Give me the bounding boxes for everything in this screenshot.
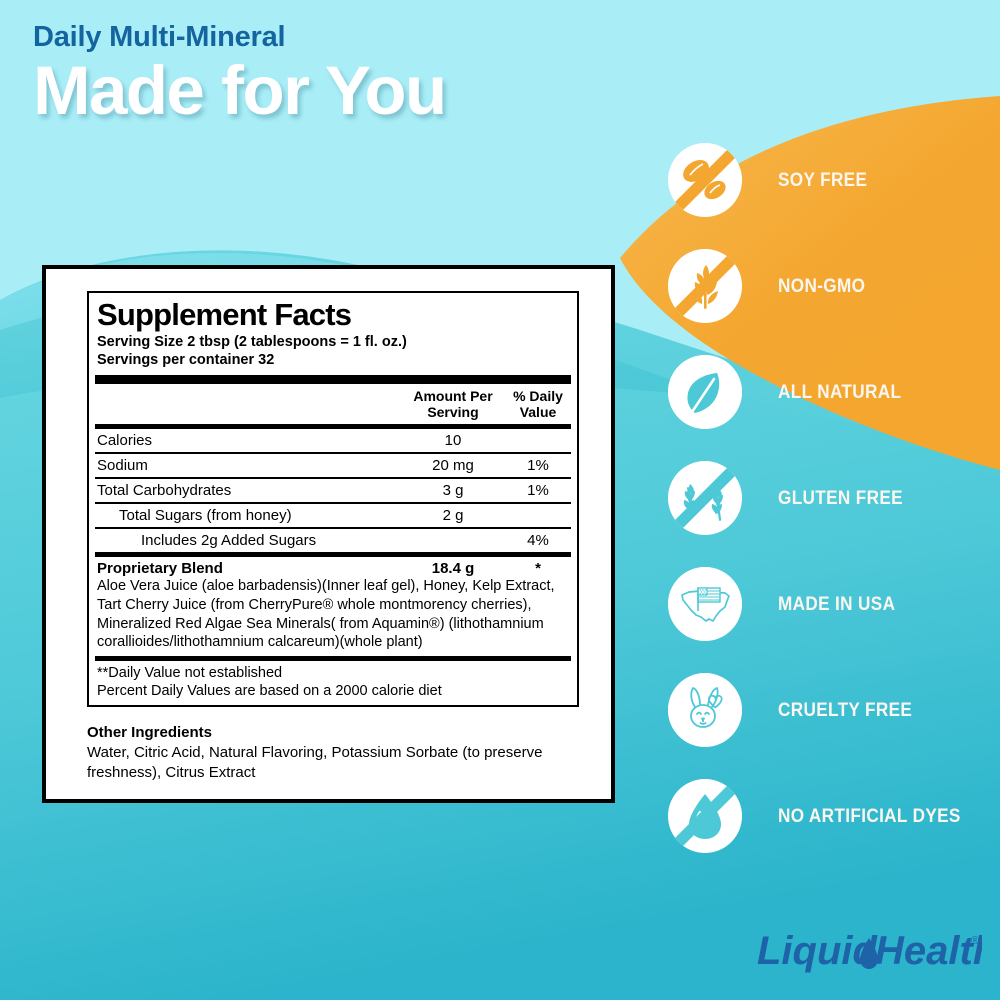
supplement-facts-panel: Supplement Facts Serving Size 2 tbsp (2 … [42,265,615,803]
table-row: Total Sugars (from honey) 2 g [119,507,464,525]
badge-label: CRUELTY FREE [778,698,913,721]
badge-gluten-free: GLUTEN FREE [668,461,986,535]
logo-droplet-icon [860,938,878,969]
badge-label: SOY FREE [778,168,868,191]
badge-soy-free: SOY FREE [668,143,986,217]
table-row: Calories 10 [97,432,462,450]
column-header-daily-value: % Daily Value [513,388,563,421]
proprietary-blend-row: Proprietary Blend 18.4 g * [97,560,541,578]
divider-thin [95,527,571,530]
badge-made-in-usa: MADE IN USA [668,567,986,641]
headline-block: Daily Multi-Mineral Made for You [33,21,447,129]
brand-logo: Liquid Health ® [757,922,982,982]
water-drop-crossed-icon [668,779,742,853]
footnote-calorie-diet: Percent Daily Values are based on a 2000… [97,683,442,700]
badge-icon-circle [668,355,742,429]
divider-thin [95,477,571,480]
table-header-row: Amount Per Serving % Daily Value [89,384,577,424]
badge-all-natural: ALL NATURAL [668,355,986,429]
logo-trademark: ® [971,935,979,947]
badge-icon-circle [668,143,742,217]
table-row: Includes 2g Added Sugars 4% [141,532,549,550]
bunny-heart-icon [668,673,742,747]
divider-medium [95,552,571,558]
wheat-crossed-icon [668,461,742,535]
badge-icon-circle [668,249,742,323]
logo-word-liquid: Liquid [757,929,879,973]
proprietary-blend-ingredients: Aloe Vera Juice (aloe barbadensis)(Inner… [97,578,555,651]
wheat-stalk-crossed-icon [668,249,742,323]
table-row: Total Carbohydrates 3 g 1% [97,482,549,500]
divider-thick [95,375,571,385]
divider-medium [95,424,571,430]
badge-non-gmo: NON-GMO [668,249,986,323]
other-ingredients-heading: Other Ingredients [87,724,213,741]
divider-medium [95,655,571,661]
supplement-facts-title: Supplement Facts [97,297,352,332]
serving-size-text: Serving Size 2 tbsp (2 tablespoons = 1 f… [97,333,407,350]
table-row: Sodium 20 mg 1% [97,457,549,475]
badge-label: NO ARTIFICIAL DYES [778,804,961,827]
badge-label: GLUTEN FREE [778,486,903,509]
badge-no-artificial-dyes: NO ARTIFICIAL DYES [668,779,986,853]
column-header-amount: Amount Per Serving [413,388,493,421]
leaf-icon [668,355,742,429]
logo-word-health: Health [875,929,982,973]
supplement-facts-table: Supplement Facts Serving Size 2 tbsp (2 … [87,291,579,708]
badge-label: ALL NATURAL [778,380,902,403]
servings-per-container-text: Servings per container 32 [97,352,275,369]
other-ingredients-text: Water, Citric Acid, Natural Flavoring, P… [87,744,543,781]
flag-icon [697,587,721,611]
divider-thin [95,452,571,455]
badge-cruelty-free: CRUELTY FREE [668,673,986,747]
liquid-health-logo: Liquid Health ® [757,929,982,973]
badge-icon-circle [668,779,742,853]
badge-icon-circle [668,461,742,535]
badge-label: MADE IN USA [778,592,896,615]
kicker-text: Daily Multi-Mineral [33,21,286,53]
page-title: Made for You [33,51,447,129]
soy-bean-crossed-icon [668,143,742,217]
badge-list: SOY FREE [668,143,986,885]
usa-map-flag-icon [668,567,742,641]
badge-label: NON-GMO [778,274,866,297]
badge-icon-circle [668,567,742,641]
footnote-daily-value: **Daily Value not established [97,664,283,681]
footnotes: **Daily Value not established Percent Da… [89,661,577,706]
badge-icon-circle [668,673,742,747]
divider-thin [95,502,571,505]
